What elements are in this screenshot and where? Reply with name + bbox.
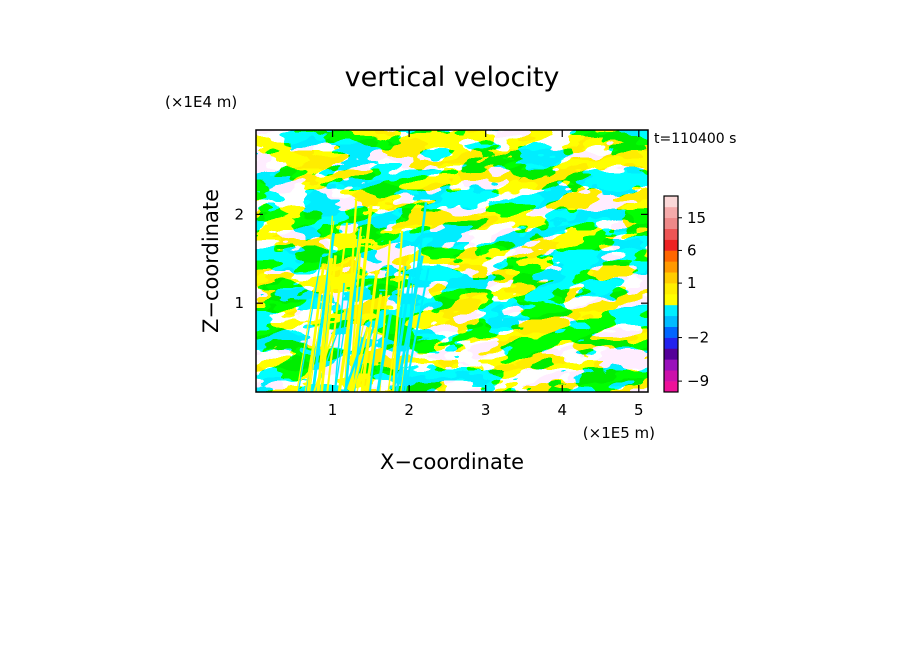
colorbar-segment xyxy=(664,217,678,229)
colorbar-tick-label: 6 xyxy=(687,241,697,259)
colorbar-segment xyxy=(664,250,678,262)
y-axis-unit: (×1E4 m) xyxy=(165,93,237,111)
field-streak xyxy=(326,222,349,392)
colorbar-segment xyxy=(664,337,678,349)
field-streak xyxy=(403,267,430,392)
colorbar-segment xyxy=(664,196,678,208)
field-streak xyxy=(297,256,322,392)
colorbar-segment xyxy=(664,294,678,306)
field-streak xyxy=(376,313,393,392)
colorbar-segment xyxy=(664,315,678,327)
colorbar-segment xyxy=(664,272,678,284)
field-streak xyxy=(334,299,350,392)
field-streak xyxy=(296,281,316,392)
colorbar-frame xyxy=(663,195,679,393)
y-tick-label: 1 xyxy=(234,294,244,312)
field-streak xyxy=(320,255,337,392)
field-streak xyxy=(351,326,369,392)
field-streak xyxy=(333,282,345,392)
field-streaks xyxy=(296,198,430,392)
colorbar-segment xyxy=(664,370,678,382)
chart-title: vertical velocity xyxy=(345,62,560,93)
field-pattern xyxy=(256,130,648,392)
colorbar-tick-label: −2 xyxy=(687,329,709,347)
colorbar-segment xyxy=(664,283,678,295)
x-tick-label: 2 xyxy=(404,401,414,419)
colorbar-segment xyxy=(664,228,678,240)
field-streak xyxy=(313,331,335,392)
colorbar-tick-label: 15 xyxy=(687,209,706,227)
velocity-field xyxy=(256,130,648,392)
field-streak xyxy=(392,230,404,392)
colorbar-segment xyxy=(664,206,678,219)
plot-frame xyxy=(255,129,649,393)
colorbar-segment xyxy=(664,304,678,317)
colorbar-tick-label: −9 xyxy=(687,372,709,390)
field-streak xyxy=(304,322,317,392)
field-streak xyxy=(338,226,363,392)
field-streak xyxy=(392,273,412,392)
field-streak xyxy=(343,198,358,392)
colorbar-tick-label: 1 xyxy=(687,274,697,292)
x-tick-label: 4 xyxy=(557,401,567,419)
y-tick-label: 2 xyxy=(234,205,244,223)
field-streak xyxy=(404,239,417,392)
y-axis-label: Z−coordinate xyxy=(199,189,223,333)
x-tick-label: 5 xyxy=(634,401,644,419)
colorbar-segment xyxy=(664,239,678,251)
field-streak xyxy=(364,294,383,392)
field-streak xyxy=(316,257,334,392)
x-tick-label: 3 xyxy=(481,401,491,419)
colorbar-segment xyxy=(664,326,678,338)
x-axis-label: X−coordinate xyxy=(380,450,524,474)
field-streak xyxy=(349,204,373,392)
colorbar: 15 6 1 −2 −9 xyxy=(663,195,709,393)
x-tick-label: 1 xyxy=(328,401,338,419)
field-streak xyxy=(360,270,379,392)
colorbar-segment xyxy=(664,381,678,393)
y-axis-ticks: 12 xyxy=(234,205,648,312)
colorbar-segment xyxy=(664,261,678,273)
colorbar-segment xyxy=(664,359,678,371)
x-axis-ticks: 1 2 3 4 5 xyxy=(328,130,644,419)
colorbar-segment xyxy=(664,348,678,360)
time-label: t=110400 s xyxy=(654,131,736,147)
x-axis-unit: (×1E5 m) xyxy=(583,424,655,442)
